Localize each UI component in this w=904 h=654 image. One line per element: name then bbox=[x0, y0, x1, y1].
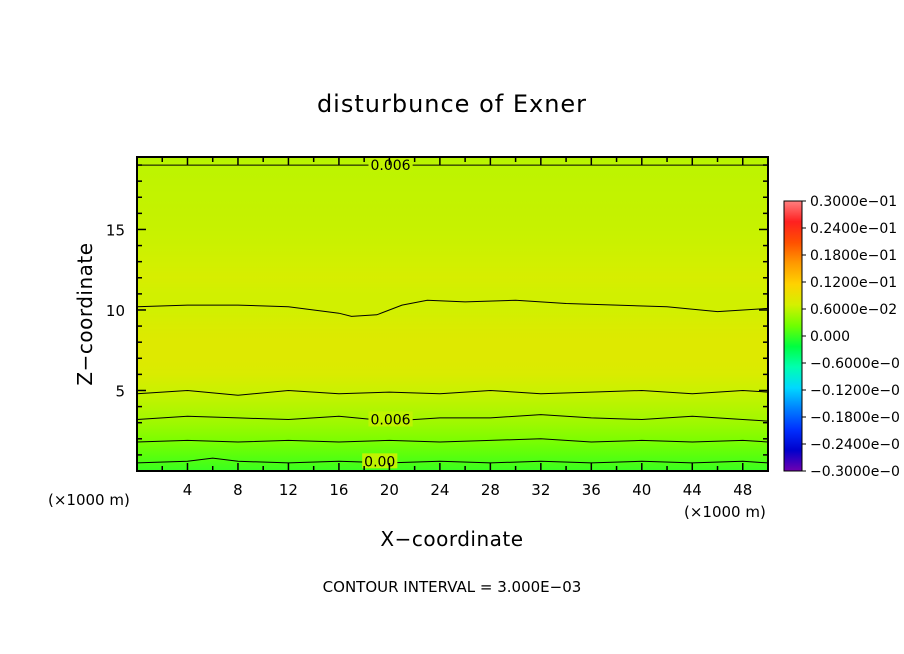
x-tick-label: 36 bbox=[582, 481, 601, 499]
contour-line bbox=[136, 438, 769, 443]
x-tick-label: 16 bbox=[329, 481, 348, 499]
x-tick-label: 40 bbox=[632, 481, 651, 499]
x-unit-right: (×1000 m) bbox=[684, 503, 766, 521]
colorbar-label: −0.3000e−0 bbox=[810, 464, 900, 480]
contour-label-bg bbox=[362, 453, 398, 469]
x-tick-label: 20 bbox=[380, 481, 399, 499]
colorbar-label: 0.1200e−01 bbox=[810, 275, 897, 291]
contour-labels: 0.006 0.006 0.00 bbox=[362, 157, 413, 470]
y-axis-label: Z−coordinate bbox=[73, 242, 97, 385]
colorbar-label: 0.6000e−02 bbox=[810, 302, 897, 318]
contour-label: 0.00 bbox=[364, 454, 395, 470]
colorbar-labels: 0.3000e−01 0.2400e−01 0.1800e−01 0.1200e−01… bbox=[802, 194, 900, 480]
x-axis-label: X−coordinate bbox=[380, 527, 523, 551]
x-tick-label: 32 bbox=[531, 481, 550, 499]
contour-line bbox=[136, 389, 769, 396]
contour-label-bg bbox=[368, 157, 413, 173]
contour-label: 0.006 bbox=[370, 158, 410, 174]
x-tick-label: 8 bbox=[233, 481, 243, 499]
colorbar-label: −0.1800e−0 bbox=[810, 410, 900, 426]
colorbar-label: 0.2400e−01 bbox=[810, 221, 897, 237]
x-tick-label: 12 bbox=[279, 481, 298, 499]
colorbar-label: 0.1800e−01 bbox=[810, 248, 897, 264]
x-tick-label: 48 bbox=[733, 481, 752, 499]
contour-label-bg bbox=[368, 411, 413, 427]
colorbar-label: −0.6000e−0 bbox=[810, 356, 900, 372]
contour-line bbox=[136, 299, 769, 317]
colorbar-fill bbox=[783, 200, 803, 472]
contour-line bbox=[136, 414, 769, 422]
colorbar-label: 0.3000e−01 bbox=[810, 194, 897, 210]
field-fill bbox=[137, 157, 768, 471]
contour-line bbox=[136, 457, 769, 464]
contour-label: 0.006 bbox=[370, 412, 410, 428]
y-tick-label: 5 bbox=[115, 382, 125, 400]
contour-interval-note: CONTOUR INTERVAL = 3.000E−03 bbox=[323, 578, 582, 596]
y-tick-label: 10 bbox=[106, 302, 125, 320]
x-unit-left: (×1000 m) bbox=[48, 491, 130, 509]
y-tick-label: 15 bbox=[106, 221, 125, 239]
chart-title: disturbunce of Exner bbox=[317, 90, 587, 118]
x-tick-label: 4 bbox=[183, 481, 193, 499]
x-tick-label: 24 bbox=[430, 481, 449, 499]
colorbar: 0.3000e−01 0.2400e−01 0.1800e−01 0.1200e−01… bbox=[783, 194, 900, 480]
x-tick-label: 28 bbox=[481, 481, 500, 499]
colorbar-label: 0.000 bbox=[810, 329, 850, 345]
plot-frame bbox=[136, 156, 769, 472]
colorbar-label: −0.2400e−0 bbox=[810, 437, 900, 453]
x-tick-label: 44 bbox=[683, 481, 702, 499]
colorbar-label: −0.1200e−0 bbox=[810, 383, 900, 399]
contour-lines bbox=[136, 164, 769, 464]
